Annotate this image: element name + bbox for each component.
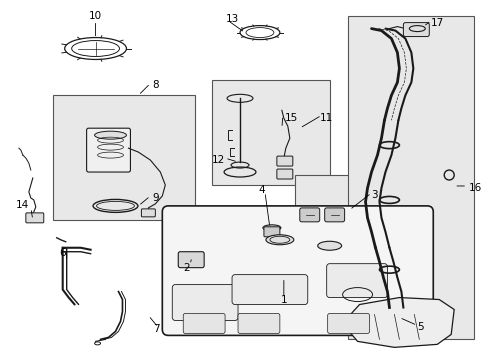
FancyBboxPatch shape bbox=[162, 206, 432, 336]
Bar bbox=[347, 15, 473, 339]
FancyBboxPatch shape bbox=[232, 275, 307, 305]
FancyBboxPatch shape bbox=[172, 285, 238, 320]
Text: 9: 9 bbox=[152, 193, 159, 203]
Text: 16: 16 bbox=[468, 183, 481, 193]
Text: 1: 1 bbox=[280, 294, 286, 305]
Bar bbox=[53, 95, 195, 220]
Text: 4: 4 bbox=[258, 185, 264, 195]
FancyBboxPatch shape bbox=[403, 23, 428, 37]
FancyBboxPatch shape bbox=[326, 264, 386, 298]
Text: 14: 14 bbox=[16, 200, 29, 210]
Bar bbox=[212, 80, 329, 185]
FancyBboxPatch shape bbox=[276, 156, 292, 166]
Text: 17: 17 bbox=[430, 18, 444, 28]
Ellipse shape bbox=[317, 241, 341, 250]
Ellipse shape bbox=[265, 235, 293, 245]
Ellipse shape bbox=[94, 131, 126, 139]
Text: 3: 3 bbox=[371, 190, 377, 200]
FancyBboxPatch shape bbox=[238, 314, 279, 333]
Text: 6: 6 bbox=[59, 248, 66, 258]
FancyBboxPatch shape bbox=[264, 227, 279, 237]
FancyBboxPatch shape bbox=[86, 128, 130, 172]
Polygon shape bbox=[347, 298, 453, 347]
Text: 2: 2 bbox=[183, 263, 189, 273]
FancyBboxPatch shape bbox=[178, 252, 203, 268]
Ellipse shape bbox=[408, 26, 425, 32]
FancyBboxPatch shape bbox=[327, 314, 369, 333]
Text: 12: 12 bbox=[211, 155, 224, 165]
Ellipse shape bbox=[263, 225, 280, 231]
Text: 15: 15 bbox=[285, 113, 298, 123]
Text: 13: 13 bbox=[225, 14, 239, 24]
Ellipse shape bbox=[226, 94, 252, 102]
FancyBboxPatch shape bbox=[324, 208, 344, 222]
FancyBboxPatch shape bbox=[141, 209, 155, 217]
Text: 8: 8 bbox=[152, 80, 159, 90]
Text: 7: 7 bbox=[153, 324, 159, 334]
Bar bbox=[294, 175, 369, 225]
Text: 11: 11 bbox=[319, 113, 332, 123]
FancyBboxPatch shape bbox=[183, 314, 224, 333]
FancyBboxPatch shape bbox=[276, 169, 292, 179]
FancyBboxPatch shape bbox=[299, 208, 319, 222]
FancyBboxPatch shape bbox=[26, 213, 44, 223]
Text: 10: 10 bbox=[89, 11, 102, 21]
Text: 5: 5 bbox=[416, 323, 423, 332]
